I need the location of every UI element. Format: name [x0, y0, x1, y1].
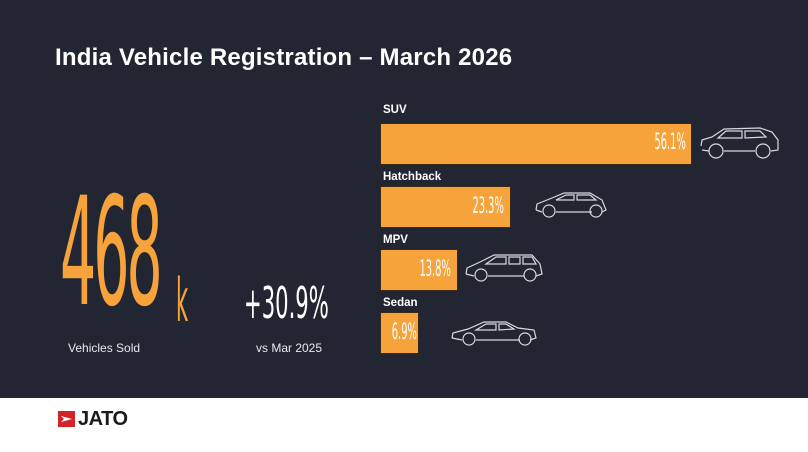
footer	[0, 398, 808, 452]
bar-value-suv: 56.1%	[654, 130, 686, 155]
jato-logo-icon	[58, 411, 75, 427]
headline-unit: k	[176, 266, 189, 336]
bar-sedan	[380, 312, 419, 354]
growth-value: +30.9%	[244, 278, 329, 329]
jato-logo-text: JATO	[78, 408, 128, 430]
headline-value: 468	[60, 166, 163, 340]
growth-label: vs Mar 2025	[256, 341, 323, 355]
bar-value-hatchback: 23.3%	[472, 194, 504, 219]
segment-label-suv: SUV	[383, 104, 407, 116]
hatchback-icon	[535, 192, 607, 218]
sedan-icon	[451, 321, 537, 346]
bar-mpv	[380, 249, 458, 291]
headline-label: Vehicles Sold	[68, 341, 141, 355]
segment-label-mpv: MPV	[383, 234, 408, 246]
mpv-icon	[465, 254, 543, 282]
bar-hatchback	[380, 186, 511, 228]
bar-suv	[380, 123, 692, 165]
page-title: India Vehicle Registration – March 2026	[55, 44, 513, 71]
bar-value-mpv: 13.8%	[419, 257, 451, 282]
bar-value-sedan: 6.9%	[391, 320, 417, 345]
suv-icon	[700, 127, 779, 159]
segment-label-hatchback: Hatchback	[383, 171, 442, 183]
segment-label-sedan: Sedan	[383, 297, 418, 309]
